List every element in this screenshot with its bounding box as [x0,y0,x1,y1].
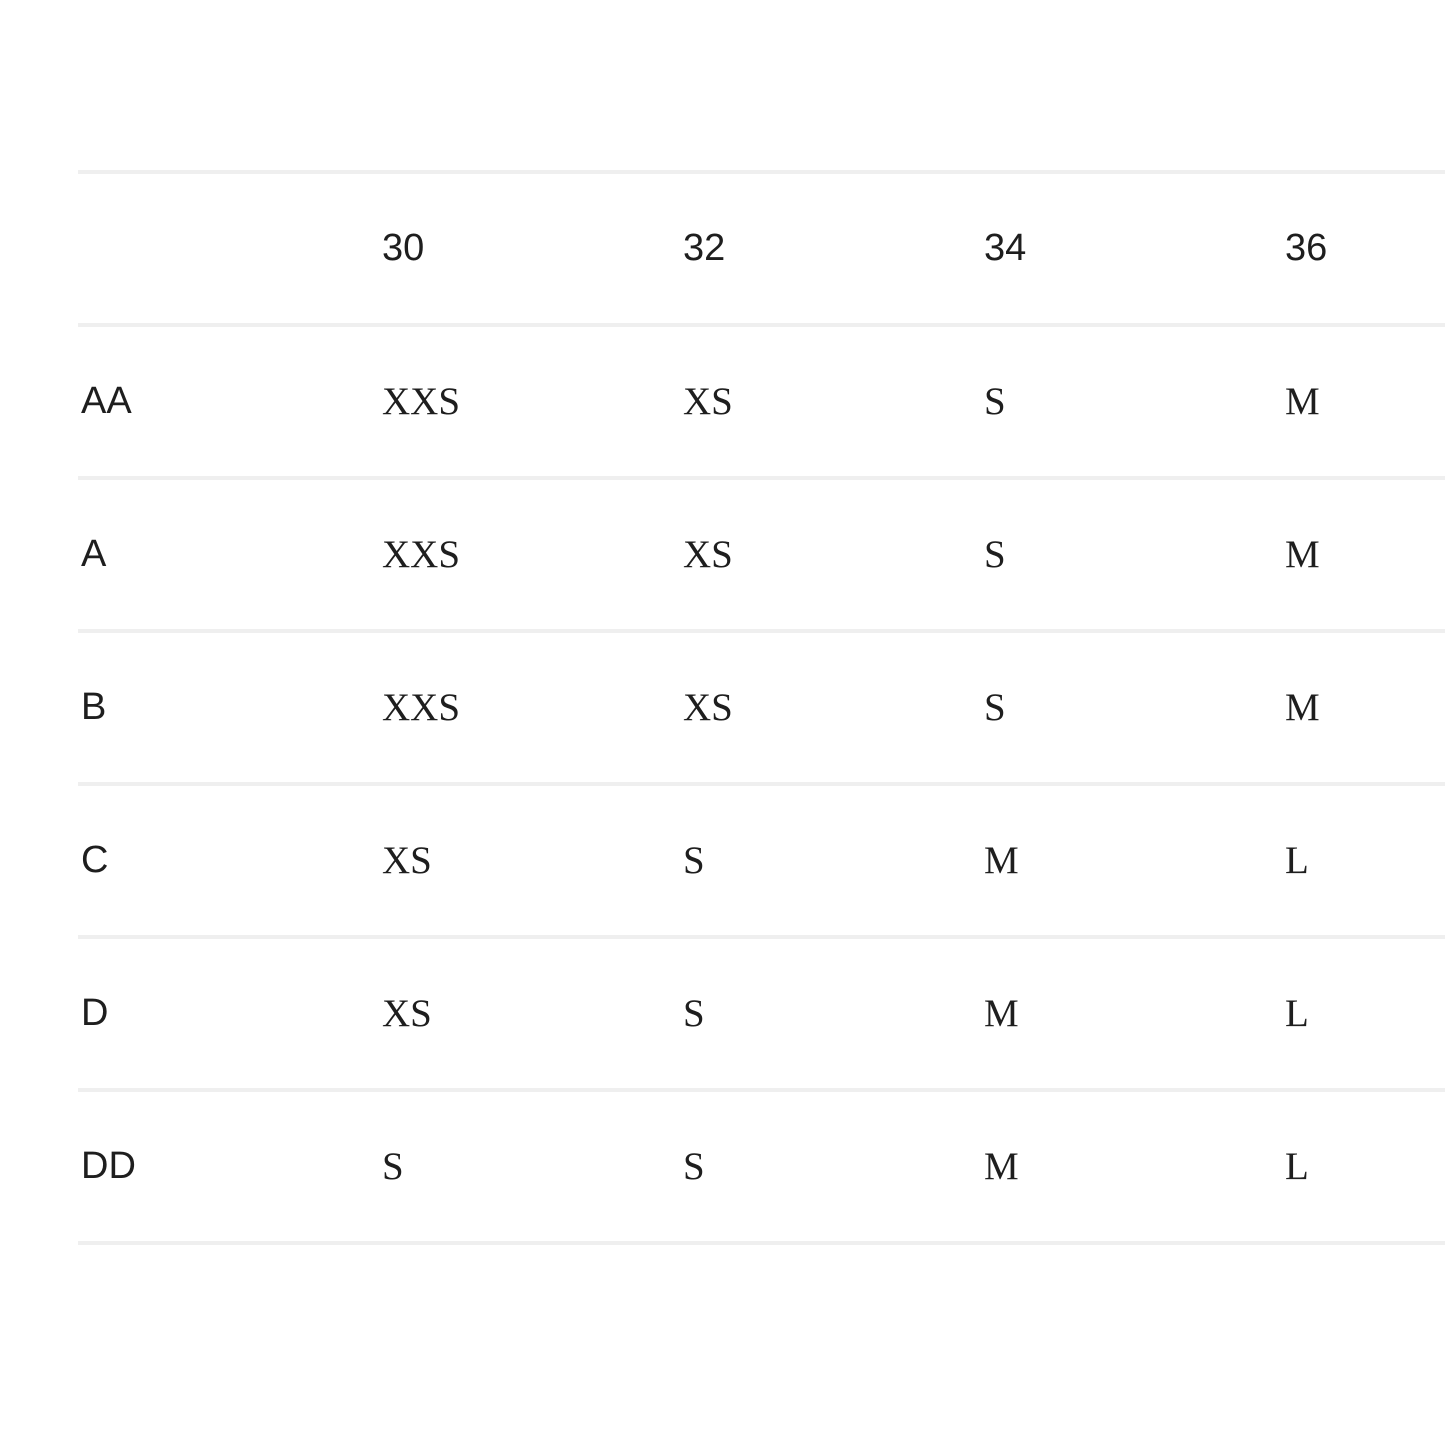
size-cell: M [984,839,1019,882]
header-band-32: 32 [683,227,726,269]
size-cell: M [1285,380,1320,423]
size-cell: XS [382,839,432,882]
header-band-30: 30 [382,227,425,269]
cup-size-label: A [81,533,107,575]
table-bottom-divider [78,1241,1445,1245]
size-cell: M [984,992,1019,1035]
size-cell: M [1285,533,1320,576]
table-row: D XS S M L [78,935,1445,1088]
header-band-34: 34 [984,227,1027,269]
table-row: B XXS XS S M [78,629,1445,782]
size-cell: S [984,380,1006,423]
size-cell: L [1285,992,1309,1035]
cup-size-label: AA [81,380,132,422]
size-chart-table: 30 32 34 36 AA XXS XS S M A XXS XS S M B XXS XS S M C XS… [78,170,1445,1245]
size-cell: S [984,533,1006,576]
size-cell: L [1285,1145,1309,1188]
table-row: DD S S M L [78,1088,1445,1241]
size-cell: M [1285,686,1320,729]
cup-size-label: DD [81,1145,136,1187]
size-cell: S [382,1145,404,1188]
size-cell: XS [683,380,733,423]
size-cell: S [683,1145,705,1188]
size-cell: S [683,992,705,1035]
header-row: 30 32 34 36 [78,170,1445,323]
size-cell: XS [683,686,733,729]
table-row: A XXS XS S M [78,476,1445,629]
size-cell: M [984,1145,1019,1188]
size-cell: XS [382,992,432,1035]
size-cell: XS [683,533,733,576]
size-cell: XXS [382,380,461,423]
size-cell: XXS [382,533,461,576]
size-cell: S [984,686,1006,729]
table-row: C XS S M L [78,782,1445,935]
size-cell: L [1285,839,1309,882]
size-cell: XXS [382,686,461,729]
cup-size-label: B [81,686,107,728]
table-row: AA XXS XS S M [78,323,1445,476]
header-band-36: 36 [1285,227,1328,269]
cup-size-label: D [81,992,109,1034]
size-cell: S [683,839,705,882]
cup-size-label: C [81,839,109,881]
